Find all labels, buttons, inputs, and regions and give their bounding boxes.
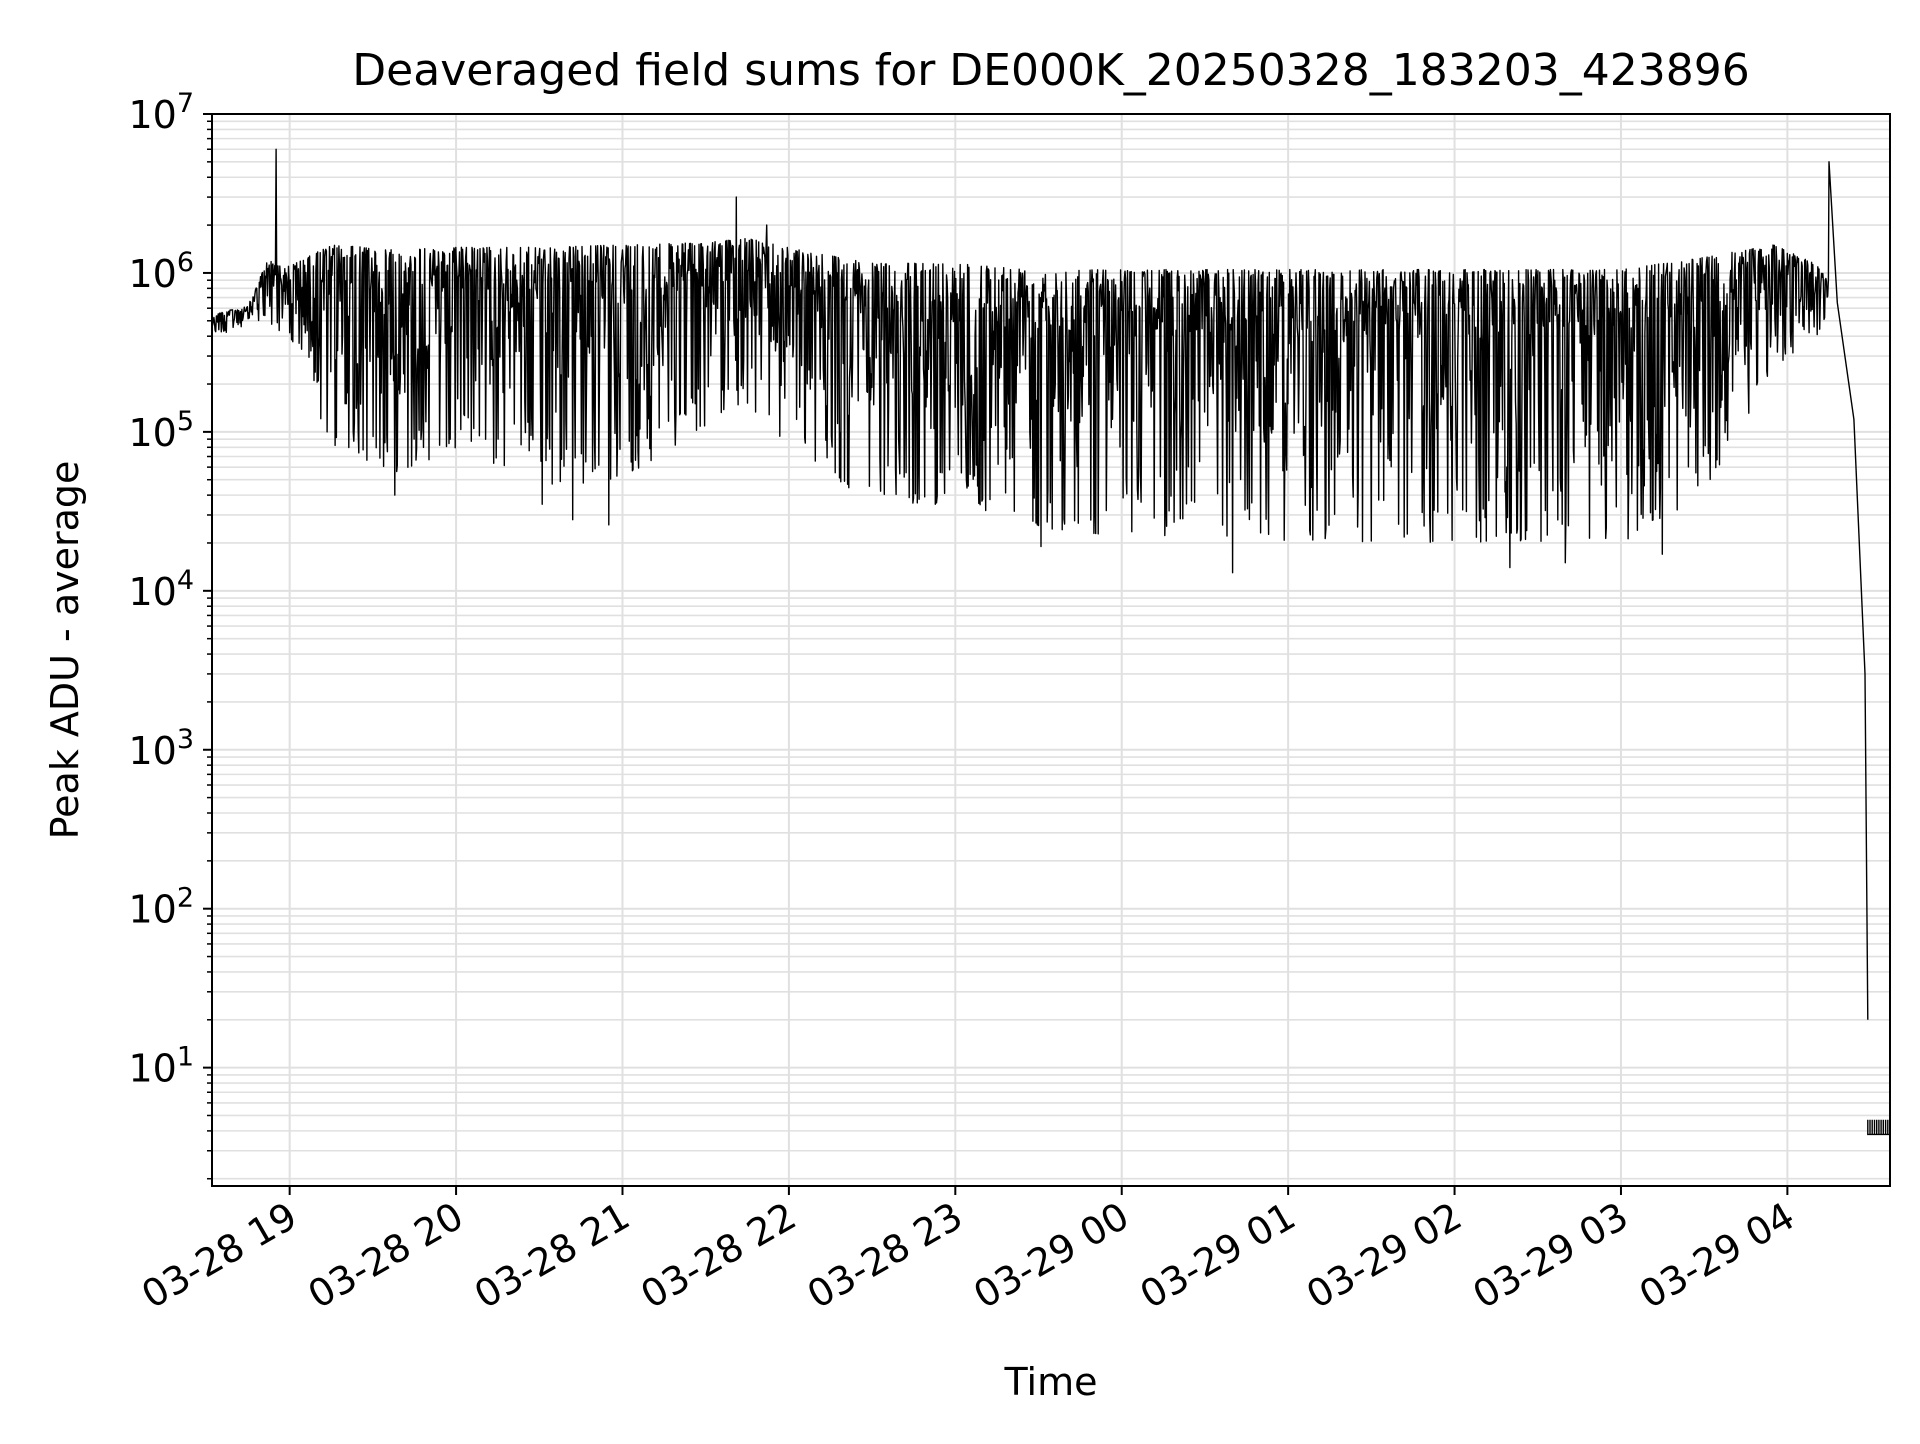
x-tick-label: 03-29 01 <box>1133 1194 1303 1318</box>
series-tail <box>1867 1119 1891 1136</box>
x-tick-label: 03-29 04 <box>1632 1194 1802 1318</box>
series-line <box>211 148 1869 1020</box>
x-tick-label: 03-28 20 <box>301 1194 471 1318</box>
y-tick-label: 106 <box>128 247 194 296</box>
y-tick-label: 102 <box>128 883 194 932</box>
x-tick-label: 03-28 22 <box>633 1194 803 1318</box>
y-tick-label: 101 <box>128 1042 194 1091</box>
y-axis-label: Peak ADU - average <box>43 461 87 840</box>
y-tick-label: 104 <box>128 565 194 614</box>
y-tick-label: 107 <box>128 88 194 137</box>
x-tick-label: 03-28 19 <box>134 1194 304 1318</box>
chart-title: Deaveraged field sums for DE000K_2025032… <box>352 45 1749 96</box>
y-tick-label: 105 <box>128 406 194 455</box>
y-tick-label: 103 <box>128 724 194 773</box>
x-tick-label: 03-28 23 <box>800 1194 970 1318</box>
x-tick-label: 03-29 03 <box>1465 1194 1635 1318</box>
grid <box>212 113 1890 1186</box>
data-layer <box>211 148 1891 1136</box>
x-tick-label: 03-29 00 <box>966 1194 1136 1318</box>
x-tick-label: 03-29 02 <box>1299 1194 1469 1318</box>
x-axis-label: Time <box>1004 1360 1098 1404</box>
plot-frame <box>211 113 1891 1187</box>
x-tick-label: 03-28 21 <box>467 1194 637 1318</box>
